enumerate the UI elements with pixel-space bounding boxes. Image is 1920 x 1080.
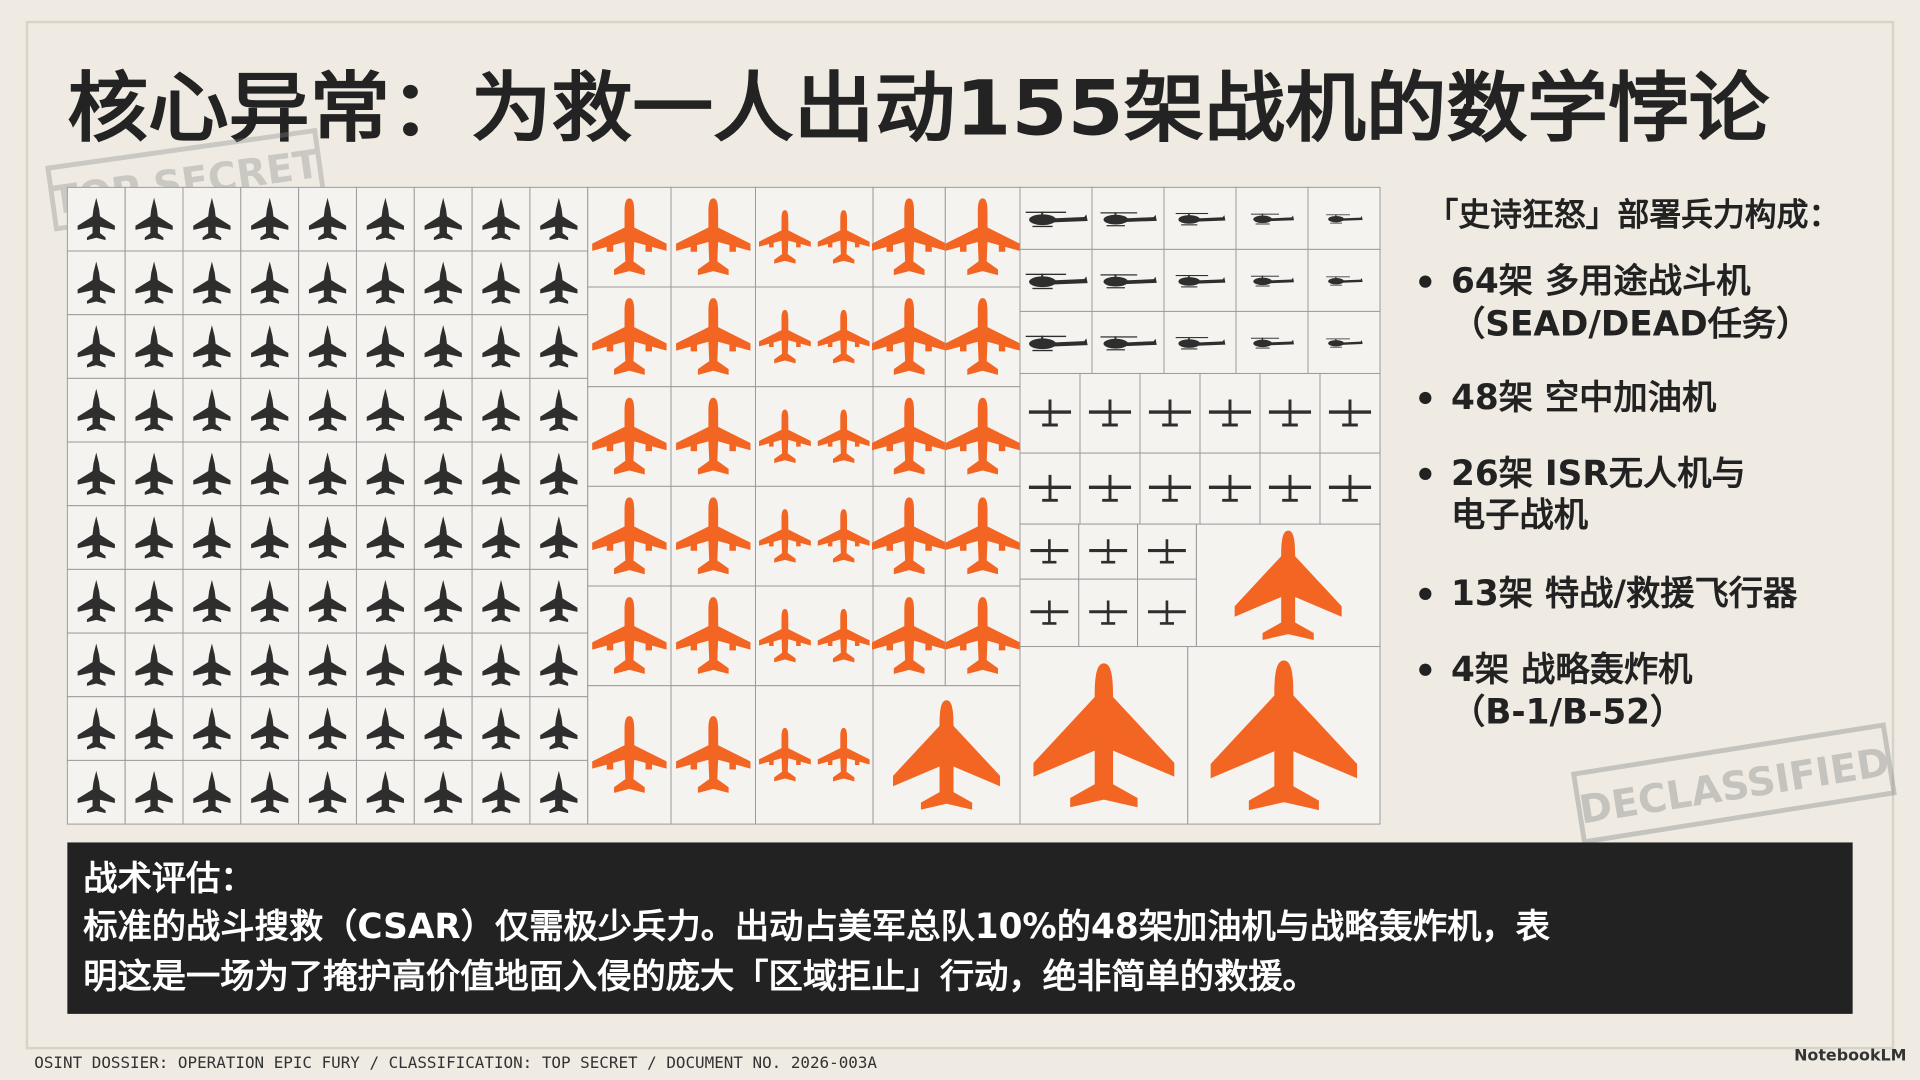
bullet — [1419, 663, 1432, 676]
legend-line: （B-1/B-52） — [1451, 693, 1684, 733]
legend-line: 26架 ISR无人机与 — [1451, 454, 1746, 494]
legend-line: 48架 空中加油机 — [1451, 378, 1717, 418]
assessment-heading: 战术评估： — [83, 859, 254, 899]
legend-heading: 「史诗狂怒」部署兵力构成： — [1427, 195, 1841, 233]
bullet — [1419, 467, 1432, 480]
legend-line: 64架 多用途战斗机 — [1451, 262, 1751, 302]
frame — [25, 20, 1895, 1050]
brand: NotebookLM — [1794, 1045, 1906, 1064]
assessment-line: 明这是一场为了掩护高价值地面入侵的庞大「区域拒止」行动，绝非简单的救援。 — [83, 957, 1317, 997]
legend-line: 13架 特战/救援飞行器 — [1451, 574, 1798, 614]
assessment-line: 标准的战斗搜救（CSAR）仅需极少兵力。出动占美军总队10%的48架加油机与战略… — [83, 907, 1550, 947]
title: 核心异常：为救一人出动155架战机的数学悖论 — [67, 65, 1770, 153]
legend: 「史诗狂怒」部署兵力构成： 64架 多用途战斗机（SEAD/DEAD任务） 48架 … — [1419, 195, 1841, 733]
aircraft-grid — [66, 186, 1381, 825]
legend-line: 4架 战略轰炸机 — [1451, 650, 1693, 690]
bullet — [1419, 587, 1432, 600]
stamp-declassified: DECLASSIFIED — [1570, 722, 1897, 845]
bullet — [1419, 391, 1432, 405]
legend-line: （SEAD/DEAD任务） — [1451, 305, 1810, 345]
assessment-box — [67, 842, 1853, 1014]
assessment: 战术评估： 标准的战斗搜救（CSAR）仅需极少兵力。出动占美军总队10%的48架加… — [83, 859, 1550, 997]
stamp-border — [1570, 722, 1897, 845]
bullet — [1419, 275, 1432, 288]
footer: OSINT DOSSIER: OPERATION EPIC FURY / CLA… — [34, 1053, 877, 1072]
legend-line: 电子战机 — [1451, 496, 1589, 536]
